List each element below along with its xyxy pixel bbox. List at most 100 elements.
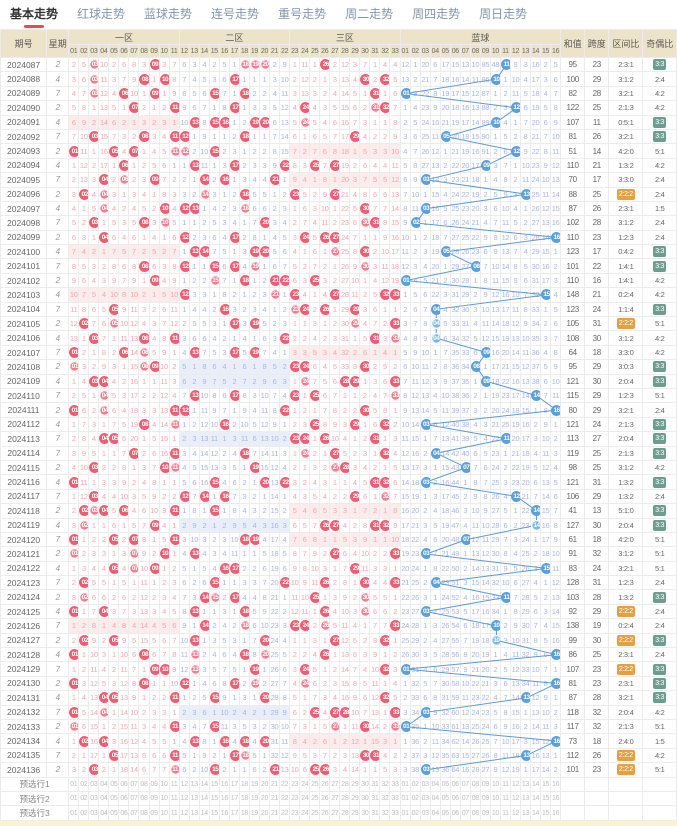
prediction-number-cell[interactable]: 15 (208, 776, 220, 792)
prediction-number-cell[interactable]: 20 (258, 776, 270, 792)
prediction-number-cell[interactable]: 08 (138, 776, 150, 792)
prediction-number-cell[interactable]: 08 (469, 805, 481, 821)
prediction-number-cell[interactable]: 03 (419, 790, 431, 807)
prediction-number-cell[interactable]: 28 (339, 790, 351, 807)
prediction-number-cell[interactable]: 11 (168, 776, 180, 792)
tab-basic-trend[interactable]: 基本走势 (10, 0, 58, 29)
prediction-number-cell[interactable]: 23 (289, 790, 301, 807)
prediction-number-cell[interactable]: 32 (379, 776, 391, 792)
prediction-number-cell[interactable]: 04 (98, 776, 110, 792)
prediction-number-cell[interactable]: 33 (389, 776, 401, 792)
prediction-number-cell[interactable]: 30 (359, 776, 371, 792)
prediction-number-cell[interactable]: 08 (469, 790, 481, 807)
prediction-number-cell[interactable]: 15 (540, 776, 552, 792)
tab-sunday-trend[interactable]: 周日走势 (479, 7, 528, 21)
prediction-number-cell[interactable]: 07 (128, 805, 140, 821)
prediction-number-cell[interactable]: 07 (459, 790, 471, 807)
prediction-number-cell[interactable]: 01 (399, 805, 411, 821)
prediction-number-cell[interactable]: 10 (158, 805, 170, 821)
prediction-number-cell[interactable]: 08 (469, 776, 481, 792)
prediction-number-cell[interactable]: 13 (188, 805, 200, 821)
prediction-number-cell[interactable]: 13 (519, 790, 532, 807)
prediction-number-cell[interactable]: 04 (429, 805, 441, 821)
tab-tuesday-trend[interactable]: 周二走势 (345, 7, 394, 21)
prediction-number-cell[interactable]: 09 (148, 790, 160, 807)
prediction-number-cell[interactable]: 16 (550, 805, 562, 821)
prediction-number-cell[interactable]: 31 (369, 805, 381, 821)
prediction-number-cell[interactable]: 10 (158, 790, 170, 807)
prediction-number-cell[interactable]: 15 (540, 790, 552, 807)
prediction-number-cell[interactable]: 21 (268, 805, 281, 821)
prediction-number-cell[interactable]: 03 (88, 776, 100, 792)
prediction-number-cell[interactable]: 12 (178, 805, 190, 821)
prediction-number-cell[interactable]: 01 (68, 805, 80, 821)
prediction-number-cell[interactable]: 11 (168, 805, 180, 821)
prediction-number-cell[interactable]: 21 (268, 790, 281, 807)
tab-blue-ball-trend[interactable]: 蓝球走势 (144, 7, 193, 21)
prediction-number-cell[interactable]: 20 (258, 805, 270, 821)
prediction-number-cell[interactable]: 19 (248, 776, 260, 792)
prediction-number-cell[interactable]: 26 (319, 776, 331, 792)
prediction-number-cell[interactable]: 01 (399, 790, 411, 807)
prediction-number-cell[interactable]: 13 (188, 776, 200, 792)
prediction-number-cell[interactable]: 33 (389, 790, 401, 807)
prediction-number-cell[interactable]: 06 (118, 776, 130, 792)
prediction-number-cell[interactable]: 17 (228, 790, 240, 807)
prediction-number-cell[interactable]: 04 (98, 805, 110, 821)
prediction-number-cell[interactable]: 11 (499, 776, 511, 792)
prediction-number-cell[interactable]: 27 (329, 790, 341, 807)
prediction-number-cell[interactable]: 05 (108, 790, 120, 807)
prediction-number-cell[interactable]: 12 (178, 790, 190, 807)
prediction-number-cell[interactable]: 11 (168, 790, 180, 807)
prediction-number-cell[interactable]: 12 (509, 790, 521, 807)
prediction-number-cell[interactable]: 07 (459, 776, 471, 792)
prediction-number-cell[interactable]: 02 (409, 776, 421, 792)
prediction-number-cell[interactable]: 30 (359, 805, 371, 821)
prediction-number-cell[interactable]: 03 (88, 790, 100, 807)
prediction-number-cell[interactable]: 33 (389, 805, 401, 821)
prediction-number-cell[interactable]: 14 (530, 776, 542, 792)
prediction-number-cell[interactable]: 09 (148, 776, 160, 792)
prediction-number-cell[interactable]: 10 (489, 790, 501, 807)
prediction-number-cell[interactable]: 09 (479, 805, 491, 821)
tab-repeat-trend[interactable]: 重号走势 (278, 7, 327, 21)
prediction-number-cell[interactable]: 04 (98, 790, 110, 807)
prediction-number-cell[interactable]: 07 (128, 790, 140, 807)
prediction-number-cell[interactable]: 31 (369, 790, 381, 807)
prediction-number-cell[interactable]: 28 (339, 776, 351, 792)
prediction-number-cell[interactable]: 11 (499, 805, 511, 821)
prediction-number-cell[interactable]: 30 (359, 790, 371, 807)
prediction-number-cell[interactable]: 21 (268, 776, 281, 792)
prediction-number-cell[interactable]: 20 (258, 790, 270, 807)
prediction-number-cell[interactable]: 05 (108, 805, 120, 821)
prediction-number-cell[interactable]: 26 (319, 805, 331, 821)
prediction-number-cell[interactable]: 13 (519, 805, 532, 821)
prediction-number-cell[interactable]: 02 (78, 790, 90, 807)
prediction-number-cell[interactable]: 27 (329, 805, 341, 821)
prediction-number-cell[interactable]: 01 (68, 776, 80, 792)
prediction-number-cell[interactable]: 07 (128, 776, 140, 792)
prediction-number-cell[interactable]: 14 (198, 776, 210, 792)
prediction-number-cell[interactable]: 13 (519, 776, 532, 792)
prediction-number-cell[interactable]: 12 (509, 776, 521, 792)
prediction-number-cell[interactable]: 17 (228, 776, 240, 792)
prediction-number-cell[interactable]: 06 (449, 805, 461, 821)
prediction-number-cell[interactable]: 03 (419, 776, 431, 792)
prediction-number-cell[interactable]: 25 (309, 776, 321, 792)
tab-consecutive-trend[interactable]: 连号走势 (211, 7, 260, 21)
prediction-number-cell[interactable]: 14 (198, 790, 210, 807)
prediction-number-cell[interactable]: 16 (218, 790, 230, 807)
prediction-number-cell[interactable]: 29 (349, 790, 361, 807)
prediction-number-cell[interactable]: 16 (550, 776, 562, 792)
prediction-number-cell[interactable]: 09 (479, 790, 491, 807)
prediction-number-cell[interactable]: 14 (530, 790, 542, 807)
prediction-number-cell[interactable]: 09 (479, 776, 491, 792)
prediction-number-cell[interactable]: 32 (379, 790, 391, 807)
prediction-number-cell[interactable]: 24 (299, 805, 311, 821)
prediction-number-cell[interactable]: 18 (238, 790, 250, 807)
prediction-number-cell[interactable]: 04 (429, 790, 441, 807)
prediction-number-cell[interactable]: 07 (459, 805, 471, 821)
prediction-number-cell[interactable]: 16 (218, 776, 230, 792)
prediction-number-cell[interactable]: 18 (238, 805, 250, 821)
prediction-number-cell[interactable]: 06 (449, 776, 461, 792)
